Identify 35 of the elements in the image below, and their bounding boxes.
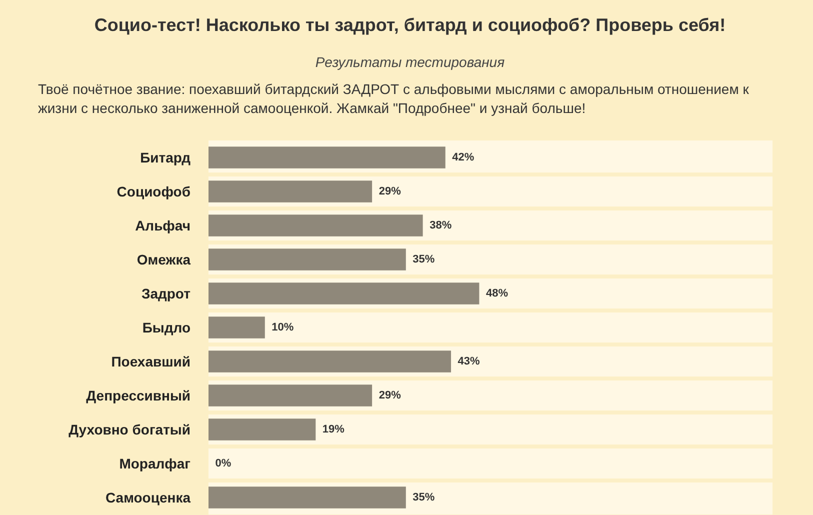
- chart-subtitle: Результаты тестирования: [314, 54, 506, 70]
- y-tick-label: Моралфаг: [119, 456, 191, 472]
- bar: [208, 282, 480, 304]
- bar: [208, 248, 406, 270]
- data-label: 19%: [322, 424, 345, 436]
- text: Твоё почётное звание: поехавший битардский ЗАДРОТ с альфовыми мыслями с аморальным отношением к жизни с несколько заниженной самооценкой. Жамкай "Подробнее" и узнай больше!: [38, 80, 750, 118]
- data-label: 10%: [272, 322, 294, 334]
- chart-title: Социо-тест! Насколько ты задрот, битард и социофоб? Проверь себя!: [93, 15, 727, 36]
- y-tick-label: Битард: [140, 150, 191, 166]
- bar: [208, 214, 423, 236]
- y-tick-label: Духовно богатый: [68, 422, 191, 438]
- y-tick-label: Самооценка: [106, 490, 191, 506]
- data-label: 43%: [458, 356, 480, 368]
- y-tick-label: Поехавший: [111, 354, 191, 370]
- data-label: 29%: [378, 390, 402, 402]
- bar: [208, 350, 452, 372]
- data-label: 29%: [378, 186, 402, 198]
- bar: [208, 486, 406, 508]
- y-tick-label: Социофоб: [116, 184, 191, 200]
- bar: [208, 180, 372, 202]
- data-label: 48%: [486, 288, 508, 300]
- data-label: 35%: [412, 254, 435, 266]
- bar: [208, 146, 446, 168]
- y-tick-label: Омежка: [136, 252, 191, 268]
- data-label: 0%: [215, 458, 232, 470]
- bar: [208, 418, 316, 440]
- data-label: 38%: [430, 220, 452, 232]
- y-tick-label: Альфач: [135, 218, 191, 234]
- y-tick-label: Задрот: [141, 286, 191, 302]
- y-tick-label: Депрессивный: [86, 388, 190, 404]
- bar: [208, 384, 372, 406]
- data-label: 35%: [412, 492, 435, 504]
- data-label: 42%: [452, 152, 474, 164]
- y-tick-label: Быдло: [142, 320, 191, 336]
- bar: [208, 316, 265, 338]
